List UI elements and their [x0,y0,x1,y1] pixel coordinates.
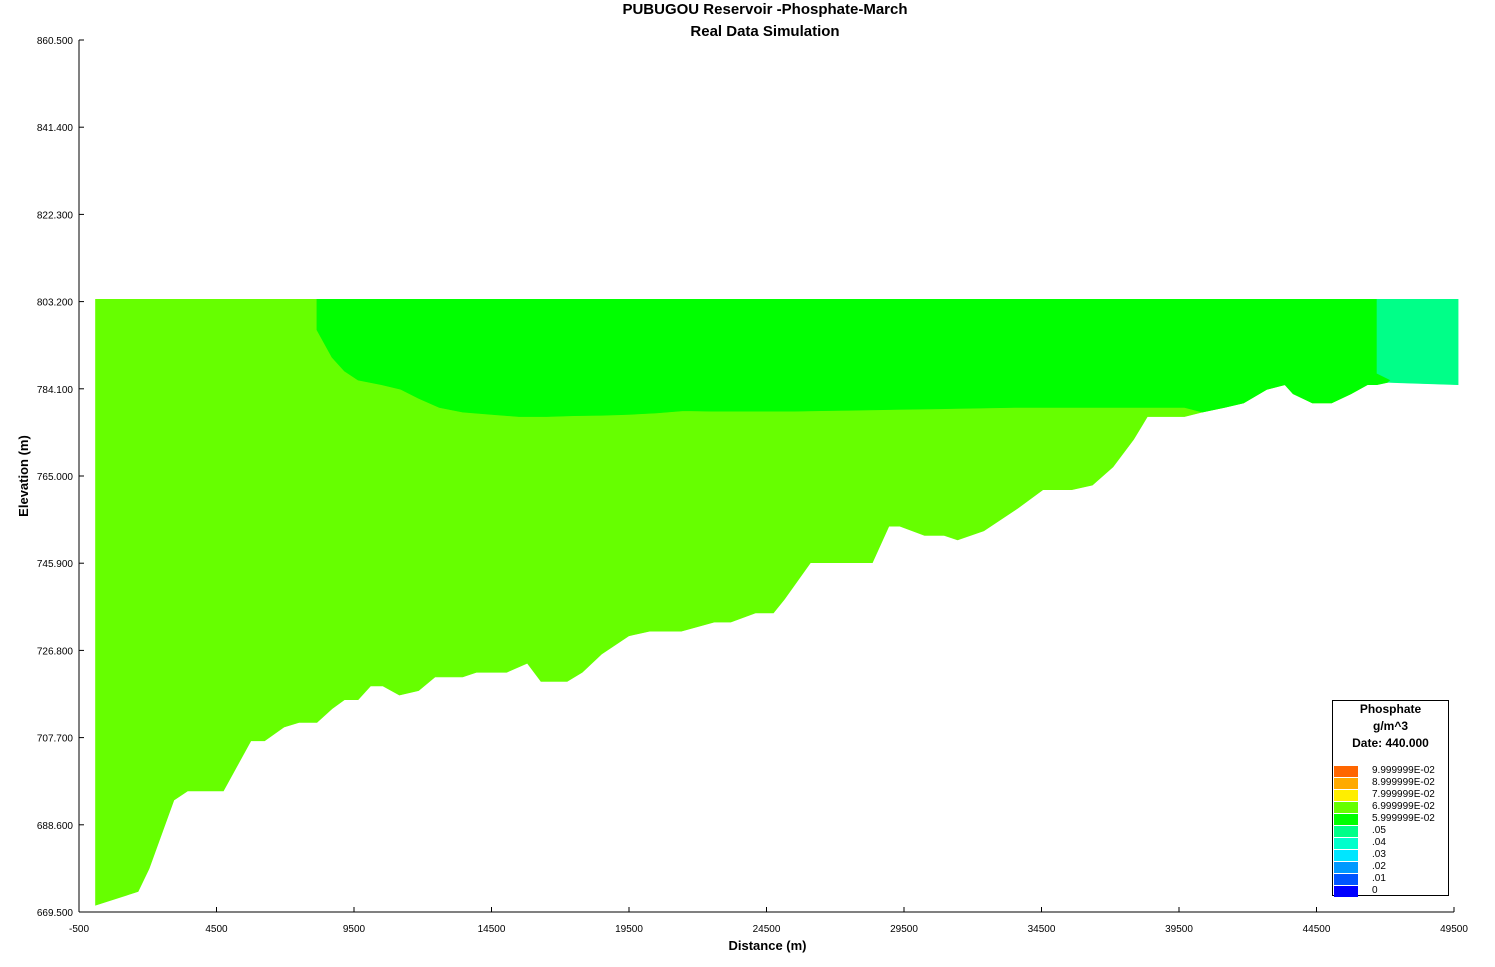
y-axis-title: Elevation (m) [16,435,31,517]
legend-label: 8.999999E-02 [1372,777,1435,788]
x-tick-label: 19500 [615,924,643,935]
x-tick-label: 4500 [205,924,228,935]
y-tick-label: 707.700 [37,734,74,745]
zone-1 [316,298,1392,417]
legend-title: Phosphate [1359,702,1422,716]
x-tick-label: 39500 [1165,924,1193,935]
legend-swatch [1334,826,1358,837]
x-tick-label: 24500 [753,924,781,935]
chart-title: PUBUGOU Reservoir -Phosphate-March [622,1,908,18]
y-tick-label: 803.200 [37,298,74,309]
legend-swatch [1334,862,1358,873]
legend-label: 0 [1372,885,1378,896]
y-tick-label: 745.900 [37,559,74,570]
x-axis-title: Distance (m) [728,938,806,953]
y-tick-label: 765.000 [37,472,74,483]
legend-label: 7.999999E-02 [1372,789,1435,800]
legend-swatch [1334,802,1358,813]
legend-swatch [1334,850,1358,861]
legend-label: 9.999999E-02 [1372,765,1435,776]
legend-swatch [1334,886,1358,897]
legend-swatch [1334,814,1358,825]
x-tick-label: 29500 [890,924,918,935]
legend-swatch [1334,778,1358,789]
y-tick-label: 688.600 [37,821,74,832]
legend-label: .02 [1372,861,1386,872]
concentration-zones [95,298,1459,906]
legend-label: .05 [1372,825,1386,836]
x-tick-label: 34500 [1028,924,1056,935]
chart-subtitle: Real Data Simulation [690,23,840,40]
legend-date: Date: 440.000 [1352,736,1429,750]
x-tick-label: 44500 [1303,924,1331,935]
legend-label: 5.999999E-02 [1372,813,1435,824]
legend-unit: g/m^3 [1372,719,1408,733]
legend-label: 6.999999E-02 [1372,801,1435,812]
axes: 669.500 688.600 707.700 726.800 745.900 765.0… [37,36,1468,935]
legend-swatch [1334,874,1358,885]
y-tick-label: 841.400 [37,123,74,134]
legend-swatch [1334,838,1358,849]
legend-swatch [1334,790,1358,801]
y-tick-label: 784.100 [37,385,74,396]
y-tick-label: 822.300 [37,210,74,221]
legend-label: .04 [1372,837,1386,848]
legend-swatch [1334,766,1358,777]
x-tick-label: 9500 [343,924,366,935]
x-tick-label: 14500 [478,924,506,935]
legend-label: .01 [1372,873,1386,884]
legend-label: .03 [1372,849,1386,860]
x-tick-label: -500 [69,924,89,935]
y-tick-label: 669.500 [37,908,74,919]
y-tick-label: 726.800 [37,646,74,657]
legend: Phosphate g/m^3 Date: 440.000 9.999999E-… [1332,700,1449,897]
zone-2 [1376,298,1459,386]
x-tick-label: 49500 [1440,924,1468,935]
y-tick-label: 860.500 [37,36,74,47]
